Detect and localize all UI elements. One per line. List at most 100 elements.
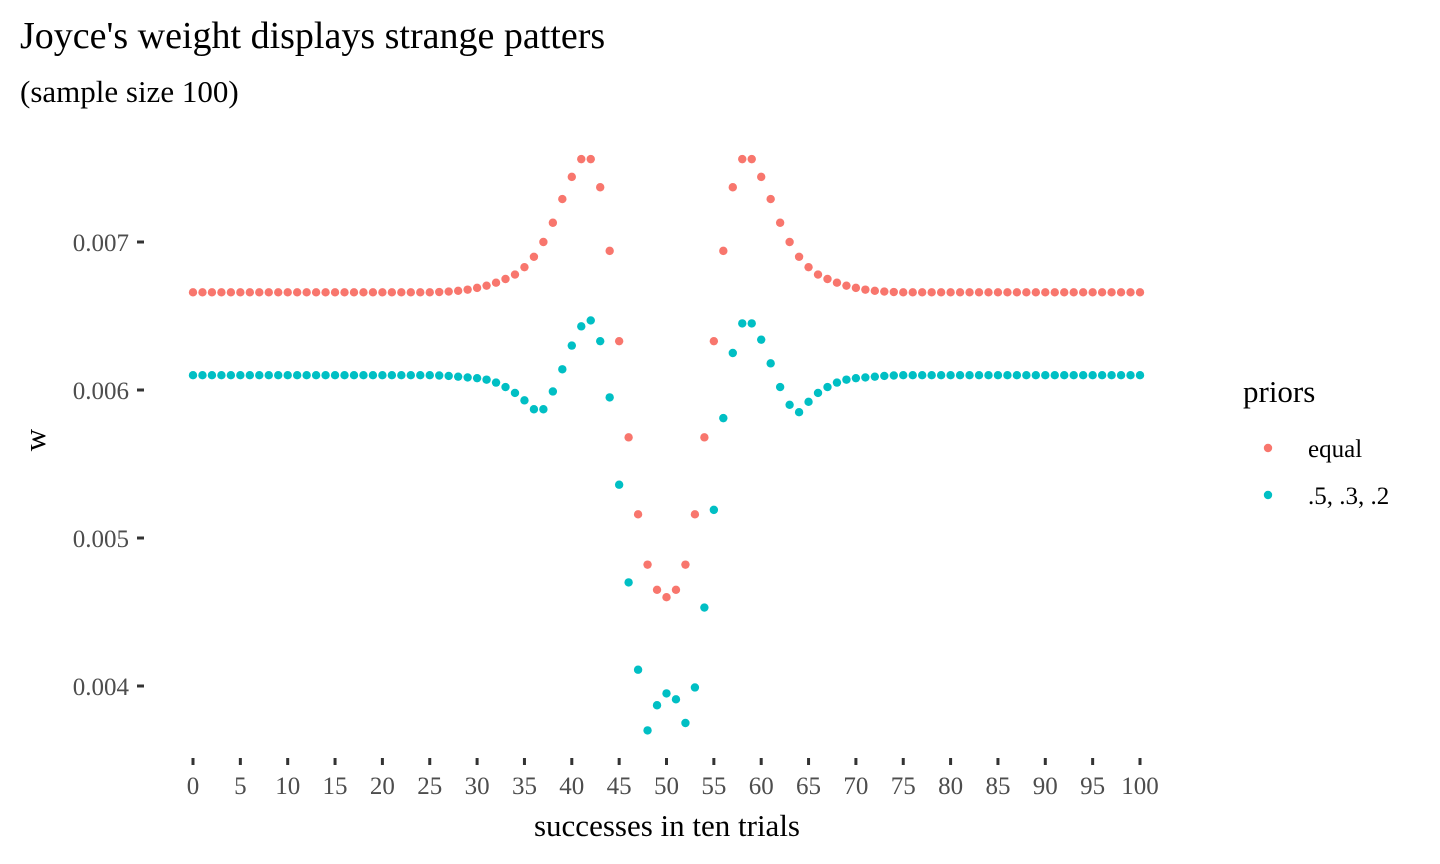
point-series-1 <box>387 288 397 297</box>
point-series-2 <box>463 373 472 382</box>
point-series-1 <box>1078 288 1088 297</box>
point-series-1 <box>472 283 482 293</box>
point-series-2 <box>1088 371 1097 380</box>
y-tick-label: 0.006 <box>73 378 129 405</box>
point-series-2 <box>757 335 766 344</box>
point-series-2 <box>226 371 236 380</box>
chart-subtitle: (sample size 100) <box>20 74 239 109</box>
point-series-1 <box>1022 288 1031 297</box>
point-series-2 <box>1022 371 1031 380</box>
point-series-2 <box>510 388 520 398</box>
point-series-1 <box>378 288 387 297</box>
point-series-2 <box>558 365 567 374</box>
point-series-1 <box>614 336 624 346</box>
point-series-2 <box>908 371 917 380</box>
point-series-2 <box>245 371 255 380</box>
point-series-1 <box>955 288 965 297</box>
point-series-2 <box>1097 371 1107 380</box>
point-series-2 <box>529 405 539 414</box>
point-series-1 <box>529 252 539 261</box>
point-series-2 <box>804 397 813 407</box>
point-series-2 <box>946 371 955 380</box>
point-series-1 <box>766 194 775 204</box>
point-series-1 <box>757 172 766 182</box>
point-series-2 <box>993 371 1003 380</box>
point-series-2 <box>690 683 700 692</box>
legend-label: .5, .3, .2 <box>1308 483 1389 510</box>
point-series-2 <box>984 371 993 380</box>
point-series-1 <box>558 194 567 204</box>
point-series-2 <box>207 371 217 380</box>
point-series-2 <box>520 396 529 405</box>
point-series-1 <box>217 288 226 297</box>
point-series-2 <box>681 718 690 728</box>
point-series-1 <box>463 285 472 294</box>
point-series-1 <box>425 288 434 297</box>
point-series-2 <box>785 400 794 409</box>
point-series-2 <box>766 359 775 368</box>
point-series-2 <box>1107 371 1116 380</box>
x-tick-label: 35 <box>512 773 537 800</box>
x-axis: 0 5 10 15 20 25 30 35 40 45 50 55 60 65 70 75 80 85 90 95 10… <box>187 758 1159 800</box>
point-series-2 <box>596 336 605 346</box>
point-series-1 <box>435 287 444 297</box>
point-series-1 <box>794 252 804 261</box>
point-series-2 <box>416 371 425 380</box>
point-series-2 <box>217 371 226 380</box>
point-series-1 <box>652 585 662 594</box>
y-axis-title: w <box>17 428 52 451</box>
point-series-2 <box>1135 371 1145 380</box>
y-tick-label: 0.007 <box>73 230 129 257</box>
x-tick-label: 55 <box>701 773 726 800</box>
point-series-1 <box>397 288 406 297</box>
point-series-2 <box>1012 371 1022 380</box>
point-series-1 <box>245 288 255 297</box>
point-series-1 <box>207 288 217 297</box>
point-series-2 <box>936 371 946 380</box>
point-series-2 <box>368 371 378 380</box>
y-axis: 0.004 0.005 0.006 0.007 <box>73 230 144 701</box>
point-series-2 <box>633 665 643 674</box>
point-series-1 <box>1031 288 1041 297</box>
point-series-1 <box>255 288 264 297</box>
point-series-2 <box>264 371 273 380</box>
point-series-2 <box>444 371 453 381</box>
point-series-1 <box>198 288 207 297</box>
point-series-1 <box>520 262 529 272</box>
point-series-1 <box>861 285 870 294</box>
legend-title: priors <box>1243 374 1315 409</box>
point-series-2 <box>794 408 804 417</box>
point-series-1 <box>936 288 946 297</box>
point-series-1 <box>804 262 813 272</box>
point-series-2 <box>255 371 264 380</box>
point-series-1 <box>747 154 756 164</box>
point-series-1 <box>643 560 652 569</box>
point-series-1 <box>813 270 823 279</box>
point-series-1 <box>321 288 330 297</box>
point-series-2 <box>955 371 965 380</box>
point-series-2 <box>330 371 340 380</box>
point-series-1 <box>974 288 984 297</box>
point-series-2 <box>435 371 444 380</box>
point-series-2 <box>700 603 709 612</box>
x-tick-label: 75 <box>891 773 916 800</box>
point-series-1 <box>1107 288 1116 297</box>
point-series-1 <box>851 283 861 293</box>
point-series-2 <box>302 371 311 380</box>
point-series-2 <box>652 701 662 710</box>
point-series-1 <box>236 288 245 297</box>
point-series-1 <box>283 288 292 297</box>
point-series-1 <box>832 278 842 287</box>
point-series-2 <box>1050 371 1059 380</box>
legend-label: equal <box>1308 436 1362 463</box>
point-series-1 <box>501 274 510 284</box>
point-series-1 <box>1003 288 1012 297</box>
point-series-2 <box>586 316 595 325</box>
point-series-1 <box>539 237 548 247</box>
point-series-2 <box>321 371 330 380</box>
point-series-2 <box>188 371 198 380</box>
x-tick-label: 80 <box>938 773 963 800</box>
point-series-2 <box>643 726 652 735</box>
chart-title: Joyce's weight displays strange patters <box>20 15 606 57</box>
